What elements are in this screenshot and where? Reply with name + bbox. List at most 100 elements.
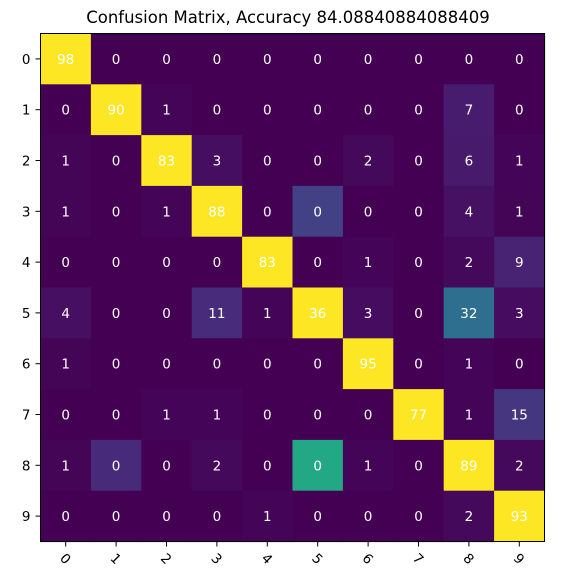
cell-value-3-0: 1 bbox=[61, 204, 70, 220]
heatmap-cell-5-1 bbox=[90, 287, 142, 339]
heatmap-cell-3-2 bbox=[141, 185, 193, 238]
heatmap-cell-8-8 bbox=[443, 439, 495, 492]
heatmap-cells bbox=[40, 33, 546, 543]
heatmap-cell-9-4 bbox=[242, 490, 294, 543]
heatmap-cell-0-5 bbox=[292, 33, 344, 85]
heatmap-cell-9-1 bbox=[90, 490, 142, 543]
heatmap-cell-7-8 bbox=[443, 389, 495, 441]
heatmap-cell-7-4 bbox=[242, 389, 294, 441]
heatmap-cell-0-9 bbox=[494, 33, 546, 85]
y-tick-label-4: 4 bbox=[22, 255, 31, 271]
heatmap-cell-1-0 bbox=[40, 84, 92, 136]
cell-value-5-2: 0 bbox=[162, 306, 171, 322]
cell-value-8-5: 0 bbox=[313, 458, 322, 474]
cell-value-5-4: 1 bbox=[263, 306, 272, 322]
cell-value-9-2: 0 bbox=[162, 509, 171, 525]
cell-value-4-6: 1 bbox=[364, 255, 373, 271]
heatmap-cell-3-3 bbox=[191, 185, 243, 238]
cell-value-1-6: 0 bbox=[364, 103, 373, 119]
cell-value-0-9: 0 bbox=[515, 52, 524, 68]
cell-value-2-9: 1 bbox=[515, 154, 524, 170]
cell-value-9-4: 1 bbox=[263, 509, 272, 525]
y-axis-ticks: 0 1 2 3 4 5 6 7 8 9 bbox=[22, 52, 41, 525]
x-tick-label-3: 3 bbox=[207, 551, 224, 568]
cell-value-4-7: 0 bbox=[414, 255, 423, 271]
cell-value-6-8: 1 bbox=[465, 357, 474, 373]
heatmap-cell-4-3 bbox=[191, 236, 243, 289]
heatmap-cell-2-0 bbox=[40, 135, 92, 187]
heatmap-cell-8-2 bbox=[141, 439, 193, 492]
cell-value-3-3: 88 bbox=[208, 204, 225, 220]
heatmap-cell-5-5 bbox=[292, 287, 344, 339]
cell-value-4-2: 0 bbox=[162, 255, 171, 271]
heatmap-cell-1-3 bbox=[191, 84, 243, 136]
cell-value-6-0: 1 bbox=[61, 357, 70, 373]
heatmap-cell-2-6 bbox=[342, 135, 394, 187]
cell-value-7-4: 0 bbox=[263, 408, 272, 424]
heatmap-cell-6-6 bbox=[342, 338, 394, 390]
cell-value-0-1: 0 bbox=[112, 52, 121, 68]
cell-value-7-6: 0 bbox=[364, 408, 373, 424]
heatmap-cell-4-8 bbox=[443, 236, 495, 289]
heatmap-cell-0-3 bbox=[191, 33, 243, 85]
cell-value-9-6: 0 bbox=[364, 509, 373, 525]
cell-value-0-3: 0 bbox=[213, 52, 222, 68]
cell-value-2-1: 0 bbox=[112, 154, 121, 170]
heatmap-cell-6-4 bbox=[242, 338, 294, 390]
heatmap-cell-5-0 bbox=[40, 287, 92, 339]
cell-value-9-7: 0 bbox=[414, 509, 423, 525]
cell-value-2-6: 2 bbox=[364, 154, 373, 170]
cell-value-8-2: 0 bbox=[162, 458, 171, 474]
cell-value-3-6: 0 bbox=[364, 204, 373, 220]
cell-value-9-3: 0 bbox=[213, 509, 222, 525]
heatmap-cell-6-1 bbox=[90, 338, 142, 390]
heatmap-cell-0-1 bbox=[90, 33, 142, 85]
cell-value-9-8: 2 bbox=[465, 509, 474, 525]
x-tick-label-5: 5 bbox=[308, 551, 325, 568]
heatmap-cell-2-1 bbox=[90, 135, 142, 187]
cell-value-3-1: 0 bbox=[112, 204, 121, 220]
heatmap-cell-0-6 bbox=[342, 33, 394, 85]
cell-value-0-7: 0 bbox=[414, 52, 423, 68]
cell-value-6-7: 0 bbox=[414, 357, 423, 373]
cell-value-5-6: 3 bbox=[364, 306, 373, 322]
cell-value-6-9: 0 bbox=[515, 357, 524, 373]
heatmap-cell-1-6 bbox=[342, 84, 394, 136]
heatmap-cell-8-4 bbox=[242, 439, 294, 492]
x-tick-label-8: 8 bbox=[459, 551, 476, 568]
cell-value-5-9: 3 bbox=[515, 306, 524, 322]
heatmap-cell-0-0 bbox=[40, 33, 92, 85]
heatmap-cell-8-6 bbox=[342, 439, 394, 492]
heatmap-cell-9-3 bbox=[191, 490, 243, 543]
cell-value-5-8: 32 bbox=[460, 306, 477, 322]
x-tick-label-2: 2 bbox=[157, 551, 174, 568]
heatmap-cell-6-3 bbox=[191, 338, 243, 390]
heatmap-cell-5-3 bbox=[191, 287, 243, 339]
heatmap-cell-3-4 bbox=[242, 185, 294, 238]
cell-value-4-1: 0 bbox=[112, 255, 121, 271]
cell-value-1-1: 90 bbox=[108, 103, 125, 119]
cell-value-5-7: 0 bbox=[414, 306, 423, 322]
x-tick-label-7: 7 bbox=[409, 551, 426, 568]
cell-value-9-5: 0 bbox=[313, 509, 322, 525]
heatmap-cell-7-2 bbox=[141, 389, 193, 441]
cell-value-labels: 98 0 0 0 0 0 0 0 0 00 90 1 0 0 0 0 0 7 01 0 83 3 0 0 2 0 6 11 0 1 88 0 0… bbox=[57, 52, 528, 525]
cell-value-8-3: 2 bbox=[213, 458, 222, 474]
cell-value-3-7: 0 bbox=[414, 204, 423, 220]
heatmap-cell-3-7 bbox=[393, 185, 445, 238]
heatmap-cell-7-0 bbox=[40, 389, 92, 441]
heatmap-cell-6-8 bbox=[443, 338, 495, 390]
heatmap-cell-3-1 bbox=[90, 185, 142, 238]
heatmap-cell-2-3 bbox=[191, 135, 243, 187]
cell-value-0-2: 0 bbox=[162, 52, 171, 68]
heatmap-cell-4-2 bbox=[141, 236, 193, 289]
heatmap-cell-4-4 bbox=[242, 236, 294, 289]
cell-value-8-1: 0 bbox=[112, 458, 121, 474]
y-tick-label-7: 7 bbox=[22, 408, 31, 424]
heatmap-cell-0-4 bbox=[242, 33, 294, 85]
cell-value-2-0: 1 bbox=[61, 154, 70, 170]
heatmap-cell-6-7 bbox=[393, 338, 445, 390]
cell-value-5-0: 4 bbox=[61, 306, 70, 322]
x-tick-label-4: 4 bbox=[258, 551, 275, 568]
